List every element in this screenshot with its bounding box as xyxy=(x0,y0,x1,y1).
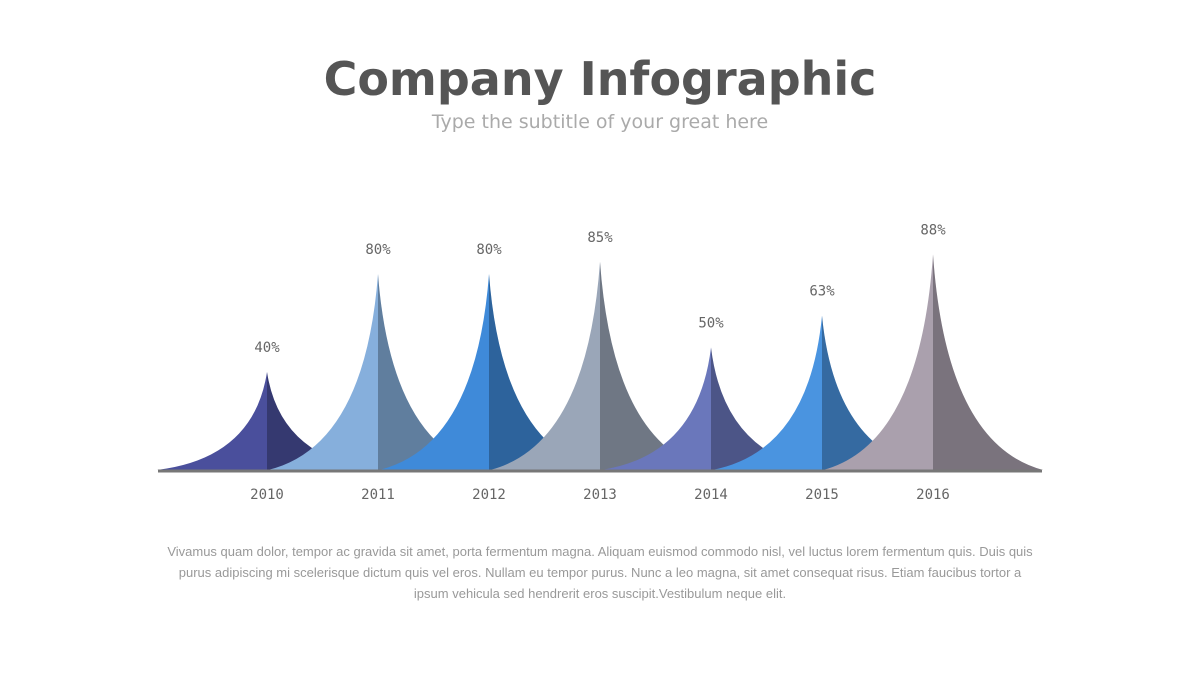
peak-shade xyxy=(378,274,488,470)
x-tick-label: 2016 xyxy=(916,487,950,503)
peak-shade xyxy=(600,261,710,470)
x-tick-label: 2011 xyxy=(361,487,395,503)
peak xyxy=(268,274,488,470)
value-label: 80% xyxy=(476,242,502,258)
peak-shade xyxy=(711,347,821,470)
peak-shade xyxy=(267,372,377,470)
chart-title: Company Infographic xyxy=(324,52,877,106)
value-label: 40% xyxy=(254,340,280,356)
value-label: 50% xyxy=(698,316,724,332)
peak xyxy=(823,254,1043,470)
peak xyxy=(712,315,932,470)
value-label: 63% xyxy=(809,284,835,300)
body-text: Vivamus quam dolor, tempor ac gravida si… xyxy=(167,544,1033,601)
x-tick-label: 2010 xyxy=(250,487,284,503)
value-label: 88% xyxy=(920,222,946,238)
peak xyxy=(379,274,599,470)
peak xyxy=(157,372,377,470)
peak-shade xyxy=(822,315,932,470)
chart-subtitle: Type the subtitle of your great here xyxy=(431,111,768,133)
peak xyxy=(601,347,821,470)
value-label: 80% xyxy=(365,242,391,258)
x-tick-label: 2012 xyxy=(472,487,506,503)
x-tick-label: 2013 xyxy=(583,487,617,503)
x-tick-label: 2014 xyxy=(694,487,728,503)
peak xyxy=(490,261,710,470)
value-label: 85% xyxy=(587,230,613,246)
peak-shade xyxy=(933,254,1043,470)
peak-shade xyxy=(489,274,599,470)
x-tick-label: 2015 xyxy=(805,487,839,503)
